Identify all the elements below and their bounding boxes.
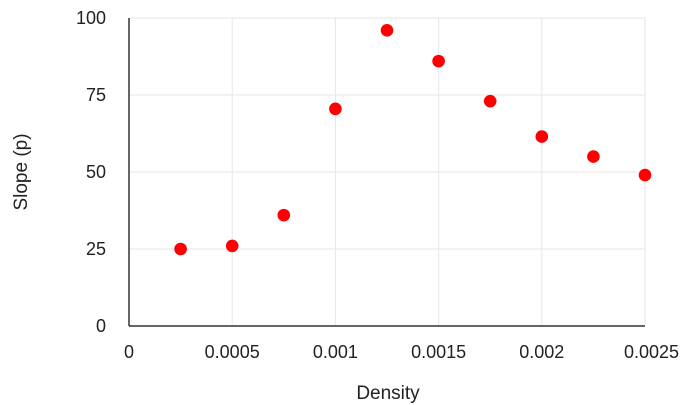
x-tick-label: 0.0025 — [624, 342, 679, 362]
y-tick-label: 25 — [86, 239, 106, 259]
y-tick-label: 75 — [86, 85, 106, 105]
x-tick-label: 0.002 — [519, 342, 564, 362]
data-point — [483, 94, 497, 108]
data-point — [638, 168, 652, 182]
x-tick-label: 0.0005 — [205, 342, 260, 362]
y-tick-label: 50 — [86, 162, 106, 182]
x-axis-title: Density — [356, 383, 420, 404]
y-axis-ticks: 0 25 50 75 100 — [76, 8, 106, 336]
data-point — [535, 130, 549, 143]
data-point — [277, 208, 291, 222]
data-point — [329, 102, 342, 116]
data-point — [174, 242, 187, 256]
grid — [129, 17, 646, 326]
y-tick-label: 100 — [76, 8, 106, 28]
y-axis-title: Slope (p) — [11, 133, 32, 210]
x-tick-label: 0 — [124, 342, 134, 362]
x-axis-ticks: 0 0.0005 0.001 0.0015 0.002 0.0025 — [124, 342, 679, 362]
x-tick-label: 0.001 — [313, 342, 358, 362]
data-point — [380, 24, 394, 37]
axes — [128, 18, 645, 327]
y-tick-label: 0 — [96, 316, 106, 336]
x-tick-label: 0.0015 — [411, 342, 466, 362]
data-point — [587, 150, 600, 163]
data-point — [225, 239, 239, 253]
data-point — [432, 54, 445, 68]
data-points — [174, 24, 652, 256]
